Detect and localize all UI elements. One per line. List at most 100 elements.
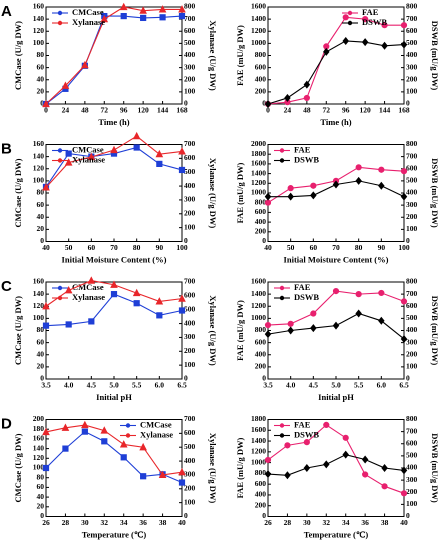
y2-axis-label: DSWB (mU/g DW)	[430, 21, 440, 91]
y-tick-label: 60	[37, 200, 45, 209]
marker	[287, 185, 294, 192]
x-tick-label: 70	[332, 243, 340, 252]
y-tick-label: 140	[33, 14, 45, 23]
legend-label: Xylanase	[140, 429, 173, 439]
y-tick-label: 100	[33, 176, 45, 185]
y-tick-label: 40	[37, 492, 45, 501]
y2-tick-label: 100	[406, 87, 418, 96]
x-tick-label: 120	[360, 106, 372, 115]
x-tick-label: 5.5	[354, 381, 364, 390]
x-tick-label: 90	[156, 243, 164, 252]
y2-tick-label: 300	[184, 470, 196, 479]
y2-tick-label: 700	[406, 151, 418, 160]
y2-tick-label: 200	[406, 349, 418, 358]
y2-tick-label: 700	[406, 426, 418, 435]
y-tick-label: 0	[40, 99, 44, 108]
y2-tick-label: 100	[406, 362, 418, 371]
legend-label: DSWB	[362, 17, 387, 27]
y2-tick-label: 400	[184, 181, 196, 190]
legend-marker	[57, 295, 63, 301]
y-tick-label: 100	[33, 313, 45, 322]
x-tick-label: 24	[284, 106, 292, 115]
y-tick-label: 1200	[251, 447, 266, 456]
marker	[132, 288, 141, 297]
marker	[264, 456, 272, 464]
y-tick-label: 80	[37, 188, 45, 197]
marker	[42, 464, 50, 472]
y-tick-label: 160	[33, 2, 45, 11]
y2-tick-label: 0	[184, 99, 188, 108]
marker	[400, 490, 408, 497]
y-axis-label: FAE (mU/g DW)	[235, 437, 245, 498]
y2-axis-label: DSWB (mU/g DW)	[430, 158, 440, 228]
x-tick-label: 144	[379, 106, 391, 115]
y2-tick-label: 700	[184, 414, 196, 423]
y2-axis-label: DSWB (mU/g DW)	[430, 296, 440, 366]
marker	[264, 100, 272, 108]
y-tick-label: 0	[40, 236, 44, 245]
marker	[323, 421, 330, 428]
x-tick-label: 5.5	[132, 381, 142, 390]
y-tick-label: 40	[37, 74, 45, 83]
y2-tick-label: 800	[406, 2, 418, 11]
y2-tick-label: 600	[184, 428, 196, 437]
y2-tick-label: 200	[184, 209, 196, 218]
legend-marker	[279, 285, 285, 291]
y-tick-label: 1000	[251, 38, 266, 47]
y-tick-label: 0	[262, 99, 266, 108]
marker	[332, 287, 340, 295]
y-tick-label: 800	[255, 50, 267, 59]
legend-label: CMCase	[72, 282, 104, 292]
marker	[110, 145, 118, 154]
series-line	[267, 40, 405, 105]
x-tick-label: 48	[81, 106, 89, 115]
y2-axis-label: Xylanase (U/g DW)	[208, 295, 218, 366]
y-tick-label: 200	[255, 87, 267, 96]
marker	[400, 192, 408, 201]
marker	[120, 454, 127, 461]
y-tick-label: 800	[255, 197, 267, 206]
x-tick-label: 90	[378, 243, 386, 252]
y2-tick-label: 600	[184, 26, 196, 35]
y2-tick-label: 500	[406, 451, 418, 460]
y2-tick-label: 500	[406, 176, 418, 185]
y2-tick-label: 100	[184, 360, 196, 369]
legend-label: Xylanase	[72, 292, 105, 302]
marker	[156, 312, 163, 319]
marker	[378, 181, 385, 190]
x-tick-label: 168	[176, 106, 188, 115]
legend-label: CMCase	[72, 144, 104, 154]
marker	[42, 322, 50, 329]
marker	[100, 14, 109, 23]
x-axis-label: Initial Moisture Content (%)	[62, 254, 167, 264]
marker	[81, 420, 89, 429]
marker	[400, 168, 408, 175]
marker	[310, 324, 317, 333]
marker	[381, 22, 388, 29]
legend-label: DSWB	[294, 429, 319, 439]
y-tick-label: 80	[37, 325, 45, 334]
marker	[342, 36, 349, 45]
legend-label: FAE	[294, 144, 311, 154]
marker	[119, 440, 128, 448]
marker	[381, 41, 388, 50]
marker	[110, 291, 118, 298]
y-tick-label: 600	[255, 479, 267, 488]
marker	[61, 423, 70, 431]
marker	[155, 149, 164, 158]
y-tick-label: 20	[37, 502, 45, 511]
x-tick-label: 60	[88, 243, 96, 252]
x-tick-label: 70	[110, 243, 118, 252]
x-tick-label: 50	[287, 243, 295, 252]
y-tick-label: 40	[37, 212, 45, 221]
y-tick-label: 1400	[251, 436, 266, 445]
x-tick-label: 40	[400, 518, 408, 527]
x-tick-label: 3.5	[263, 381, 273, 390]
y2-tick-label: 800	[406, 139, 418, 148]
y-tick-label: 140	[33, 289, 45, 298]
y-tick-label: 400	[255, 217, 267, 226]
y2-tick-label: 0	[406, 374, 410, 383]
y-tick-label: 1200	[251, 26, 266, 35]
y-tick-label: 40	[37, 349, 45, 358]
y-tick-label: 800	[255, 325, 267, 334]
